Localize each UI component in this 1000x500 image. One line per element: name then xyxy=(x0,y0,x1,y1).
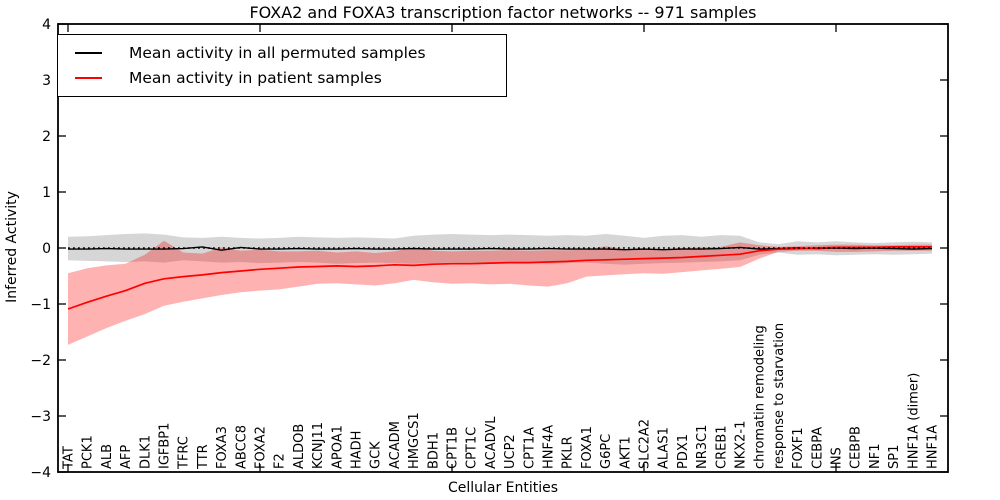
x-tick-label: ALDOB xyxy=(292,424,307,469)
x-tick-label: ACADVL xyxy=(484,416,499,469)
legend-line-permuted-samples xyxy=(75,52,102,55)
x-tick-label: HNF1A xyxy=(926,425,941,469)
y-axis-label: Inferred Activity xyxy=(4,191,20,303)
legend-entry-permuted: Mean activity in all permuted samples xyxy=(58,44,506,62)
x-tick-label: BDH1 xyxy=(426,432,441,469)
x-tick-label: NKX2-1 xyxy=(734,421,749,469)
y-tick-label: 4 xyxy=(42,17,51,33)
y-tick-label: −1 xyxy=(30,297,51,313)
x-tick-label: chromatin remodeling xyxy=(753,325,768,469)
x-tick-label: NR3C1 xyxy=(695,425,710,469)
x-tick-label: CREB1 xyxy=(714,425,729,469)
x-tick-label: PCK1 xyxy=(81,435,96,469)
x-tick-label: SP1 xyxy=(887,445,902,469)
y-tick-label: 2 xyxy=(42,129,51,145)
x-tick-label: UCP2 xyxy=(503,434,518,469)
x-tick-label: ABCC8 xyxy=(234,425,249,469)
x-axis-label: Cellular Entities xyxy=(447,480,559,496)
x-tick-label: KCNJ11 xyxy=(311,422,326,469)
legend: Mean activity in all permuted samples Me… xyxy=(57,34,507,97)
x-tick-label: ALB xyxy=(100,444,115,469)
y-tick-label: 1 xyxy=(42,185,51,201)
y-tick-label: −2 xyxy=(30,353,51,369)
x-tick-label: ALAS1 xyxy=(657,427,672,469)
x-tick-label: INS xyxy=(830,447,845,469)
x-tick-label: TAT xyxy=(62,446,77,470)
x-tick-label: CPT1B xyxy=(446,427,461,469)
y-tick-label: −3 xyxy=(30,409,51,425)
legend-line-patient-samples xyxy=(75,76,102,79)
x-tick-label: FOXA2 xyxy=(254,426,269,469)
x-tick-label: CPT1C xyxy=(465,427,480,469)
x-tick-label: F2 xyxy=(273,453,288,469)
y-tick-label: 0 xyxy=(42,241,51,257)
y-tick-label: 3 xyxy=(42,73,51,89)
confidence-band-patient-samples-spread xyxy=(68,240,932,345)
x-tick-label: FOXA3 xyxy=(215,426,230,469)
x-tick-label: AKT1 xyxy=(618,436,633,469)
chart-title: FOXA2 and FOXA3 transcription factor net… xyxy=(249,3,757,22)
x-tick-label: HNF1A (dimer) xyxy=(906,373,921,469)
x-tick-label: TFRC xyxy=(177,436,192,470)
x-tick-label: FOXA1 xyxy=(580,426,595,469)
legend-label: Mean activity in patient samples xyxy=(129,68,382,87)
x-tick-label: DLK1 xyxy=(138,435,153,469)
x-tick-label: HNF4A xyxy=(542,425,557,469)
x-tick-label: PKLR xyxy=(561,436,576,469)
series-line-patient xyxy=(67,246,932,310)
x-tick-label: G6PC xyxy=(599,434,614,469)
x-tick-label: CPT1A xyxy=(522,427,537,469)
x-tick-label: GCK xyxy=(369,441,384,469)
x-tick-label: APOA1 xyxy=(330,425,345,469)
x-tick-label: IGFBP1 xyxy=(158,423,173,469)
legend-entry-patient: Mean activity in patient samples xyxy=(58,69,506,87)
y-tick-label: −4 xyxy=(30,465,51,481)
x-tick-label: AFP xyxy=(119,445,134,469)
x-tick-label: SLC2A2 xyxy=(638,419,653,469)
x-tick-label: CEBPB xyxy=(849,426,864,469)
x-tick-label: response to starvation xyxy=(772,323,787,469)
x-tick-label: CEBPA xyxy=(810,427,825,469)
x-tick-label: HMGCS1 xyxy=(407,412,422,469)
x-tick-label: FOXF1 xyxy=(791,427,806,469)
x-tick-label: NF1 xyxy=(868,444,883,469)
x-tick-label: PDX1 xyxy=(676,434,691,469)
x-tick-label: HADH xyxy=(350,431,365,469)
x-tick-label: TTR xyxy=(196,444,211,470)
legend-label: Mean activity in all permuted samples xyxy=(129,44,426,63)
x-tick-label: ACADM xyxy=(388,421,403,469)
